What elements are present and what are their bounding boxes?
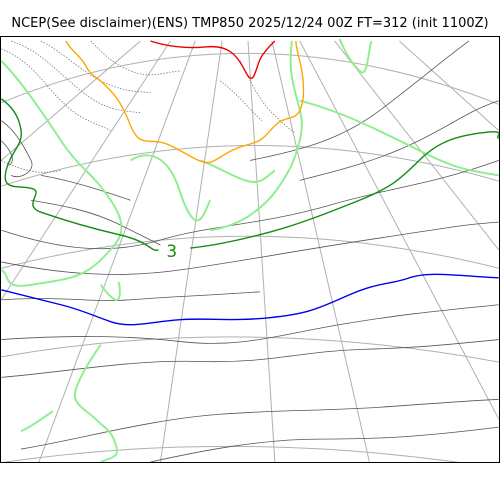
coastline — [338, 38, 373, 74]
coastline — [130, 154, 212, 222]
latitude-line — [2, 445, 460, 462]
weather-map: 3 — [1, 38, 499, 462]
coastline — [99, 281, 121, 301]
coastline — [299, 99, 499, 177]
meridian-line — [271, 40, 370, 462]
meridian-line — [38, 40, 196, 462]
meridian-line — [334, 40, 499, 251]
isotherm-orange — [65, 40, 305, 164]
contour-label-3: 3 — [166, 241, 177, 261]
coastlines — [1, 38, 499, 462]
latitude-line — [1, 336, 499, 363]
coastline — [1, 60, 123, 287]
latitude-line — [1, 52, 499, 105]
meridian-line — [1, 40, 141, 161]
coastline — [199, 159, 276, 183]
isotherm-3 — [1, 98, 499, 251]
graticule-meridians — [1, 40, 499, 462]
isotherms-left — [1, 120, 161, 246]
chart-title: NCEP(See disclaimer)(ENS) TMP850 2025/12… — [11, 16, 489, 31]
map-panel: 3 — [0, 36, 500, 463]
meridian-line — [299, 40, 499, 420]
coastline — [20, 410, 54, 433]
meridian-line — [398, 40, 499, 131]
isotherm-red — [150, 40, 276, 80]
coastline — [73, 344, 118, 462]
meridian-line — [247, 40, 276, 462]
isotherm-0 — [1, 273, 499, 326]
meridian-line — [159, 40, 223, 462]
coastline — [210, 40, 303, 232]
